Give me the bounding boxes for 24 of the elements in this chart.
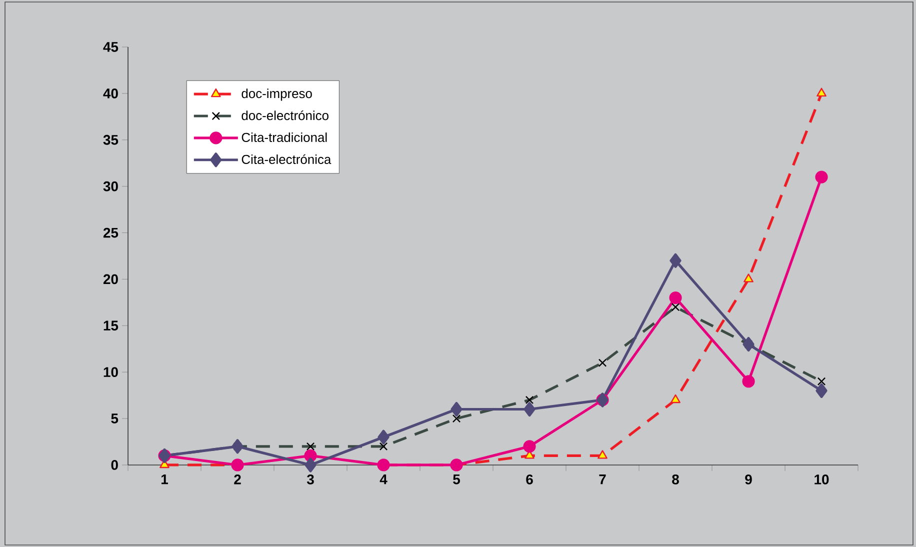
x-tick-label: 5 (453, 474, 460, 484)
x-tick-label: 8 (672, 474, 679, 484)
y-tick-label: 30 (103, 181, 118, 192)
legend-label: doc-impreso (242, 88, 312, 101)
y-tick-label: 35 (103, 134, 118, 145)
y-tick-label: 10 (104, 367, 118, 378)
legend-label: Cita-electrónica (242, 154, 332, 164)
legend-label: Cita-tradicional (242, 132, 327, 142)
x-tick-label: 1 (162, 474, 168, 484)
x-tick-label: 2 (234, 474, 241, 484)
legend-label: doc-electrónico (242, 110, 328, 120)
y-tick-label: 15 (104, 320, 118, 331)
y-tick-label: 20 (103, 274, 118, 284)
x-tick-label: 4 (380, 474, 388, 484)
y-tick-label: 0 (111, 460, 118, 470)
y-tick-label: 25 (103, 228, 118, 238)
x-tick-label: 10 (814, 474, 829, 484)
x-tick-label: 9 (745, 474, 752, 484)
y-tick-label: 40 (103, 88, 118, 98)
x-tick-label: 6 (526, 474, 533, 484)
y-tick-label: 45 (103, 42, 118, 52)
x-tick-label: 3 (306, 474, 314, 484)
x-tick-label: 7 (599, 474, 606, 484)
y-tick-label: 5 (111, 414, 118, 424)
